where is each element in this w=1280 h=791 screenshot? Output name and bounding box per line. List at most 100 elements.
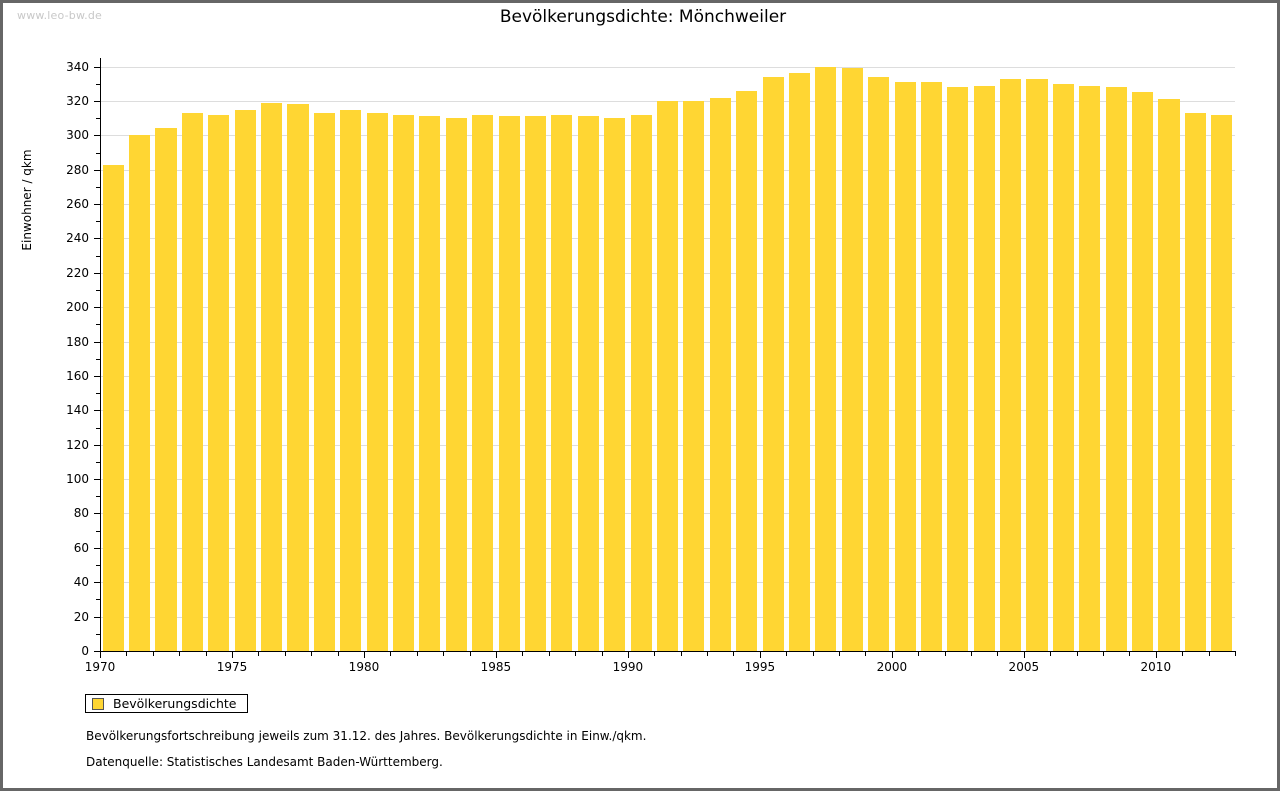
bar[interactable] [445,118,467,651]
x-axis-minor-tick [311,652,313,656]
x-axis-minor-tick [284,652,286,656]
bar[interactable] [551,114,573,651]
y-axis-tick-label: 300 [66,128,89,143]
bar[interactable] [102,164,124,651]
y-axis-tick-label: 80 [73,506,89,521]
bar[interactable] [630,114,652,651]
x-axis-minor-tick [390,652,392,656]
bar[interactable] [868,76,890,651]
x-axis-minor-tick [918,652,920,656]
chart-legend[interactable]: Bevölkerungsdichte [85,694,248,713]
y-axis-tick [94,651,100,652]
x-axis-minor-tick [733,652,735,656]
y-axis-tick [94,66,100,68]
x-axis-minor-tick [812,652,814,656]
y-axis-tick [94,272,100,274]
x-axis-minor-tick [522,652,524,656]
bar[interactable] [762,76,784,651]
bar[interactable] [683,100,705,651]
bar[interactable] [498,116,520,651]
x-axis-tick-label: 1990 [612,660,644,674]
bar[interactable] [947,87,969,651]
bar[interactable] [577,116,599,651]
y-axis-tick [94,479,100,481]
y-axis-minor-tick [96,83,100,85]
x-axis-minor-tick [469,652,471,656]
bar[interactable] [973,85,995,651]
bar[interactable] [129,135,151,651]
bar[interactable] [1105,87,1127,651]
y-axis-tick [94,238,100,240]
bar[interactable] [181,113,203,651]
x-axis-tick [1155,652,1157,658]
y-axis-minor-tick [96,496,100,498]
x-axis-minor-tick [416,652,418,656]
bar[interactable] [788,73,811,651]
bar[interactable] [656,100,679,651]
x-axis-tick-label: 2005 [1008,660,1040,674]
footnote-source: Datenquelle: Statistisches Landesamt Bad… [86,755,443,769]
chart-title: Bevölkerungsdichte: Mönchweiler [499,7,787,27]
y-axis-minor-tick [96,599,100,601]
y-axis-labels: 0 20 40 60 80 100 120 140 160 180 200 220 240 260 280 3… [43,3,89,788]
bar[interactable] [841,68,863,651]
bar[interactable] [524,116,547,651]
bar[interactable] [920,82,942,651]
bar[interactable] [261,102,283,651]
y-axis-tick [94,444,100,446]
bar[interactable] [1211,114,1233,651]
y-axis-minor-tick [96,393,100,395]
x-axis-minor-tick [1129,652,1131,656]
y-axis-line [100,58,101,652]
bar[interactable] [1052,83,1074,651]
x-axis-minor-tick [443,652,445,656]
y-axis-tick-label: 60 [73,540,89,555]
bar[interactable] [1158,99,1180,651]
y-axis-tick-label: 140 [66,403,89,418]
y-axis-minor-tick [96,255,100,257]
y-axis-tick [94,307,100,309]
y-axis-tick [94,582,100,584]
bar[interactable] [419,116,441,651]
x-axis-minor-tick [1076,652,1078,656]
bar[interactable] [1079,85,1101,651]
y-axis-tick-label: 340 [66,59,89,74]
bar[interactable] [736,90,758,651]
y-axis-tick [94,135,100,137]
y-axis-minor-tick [96,427,100,429]
x-axis-minor-tick [654,652,656,656]
bar[interactable] [472,114,494,651]
bar[interactable] [604,118,626,651]
bar[interactable] [340,109,362,651]
y-axis-minor-tick [96,530,100,532]
bar[interactable] [366,113,388,651]
legend-label: Bevölkerungsdichte [113,696,237,711]
x-axis-minor-tick [707,652,709,656]
y-axis-tick [94,169,100,171]
x-axis-minor-tick [839,652,841,656]
bar[interactable] [1000,78,1022,651]
y-axis-tick [94,100,100,102]
bar[interactable] [1132,92,1154,651]
x-axis-minor-tick [1050,652,1052,656]
bar[interactable] [1184,113,1206,651]
x-axis-tick [627,652,629,658]
y-axis-tick-label: 200 [66,300,89,315]
bar[interactable] [234,109,256,651]
gridline [100,66,1235,68]
x-axis-minor-tick [1235,652,1236,656]
bar[interactable] [155,128,177,651]
bar[interactable] [287,104,309,651]
bar[interactable] [208,114,230,651]
bar[interactable] [815,66,837,651]
x-axis-minor-tick [179,652,181,656]
bar[interactable] [392,114,415,651]
x-axis-minor-tick [865,652,867,656]
x-axis-tick-label: 1985 [480,660,512,674]
bar[interactable] [1026,78,1048,651]
y-axis-tick-label: 180 [66,334,89,349]
x-axis-minor-tick [258,652,260,656]
bar[interactable] [894,82,916,651]
bar[interactable] [709,97,731,651]
bar[interactable] [313,113,335,651]
